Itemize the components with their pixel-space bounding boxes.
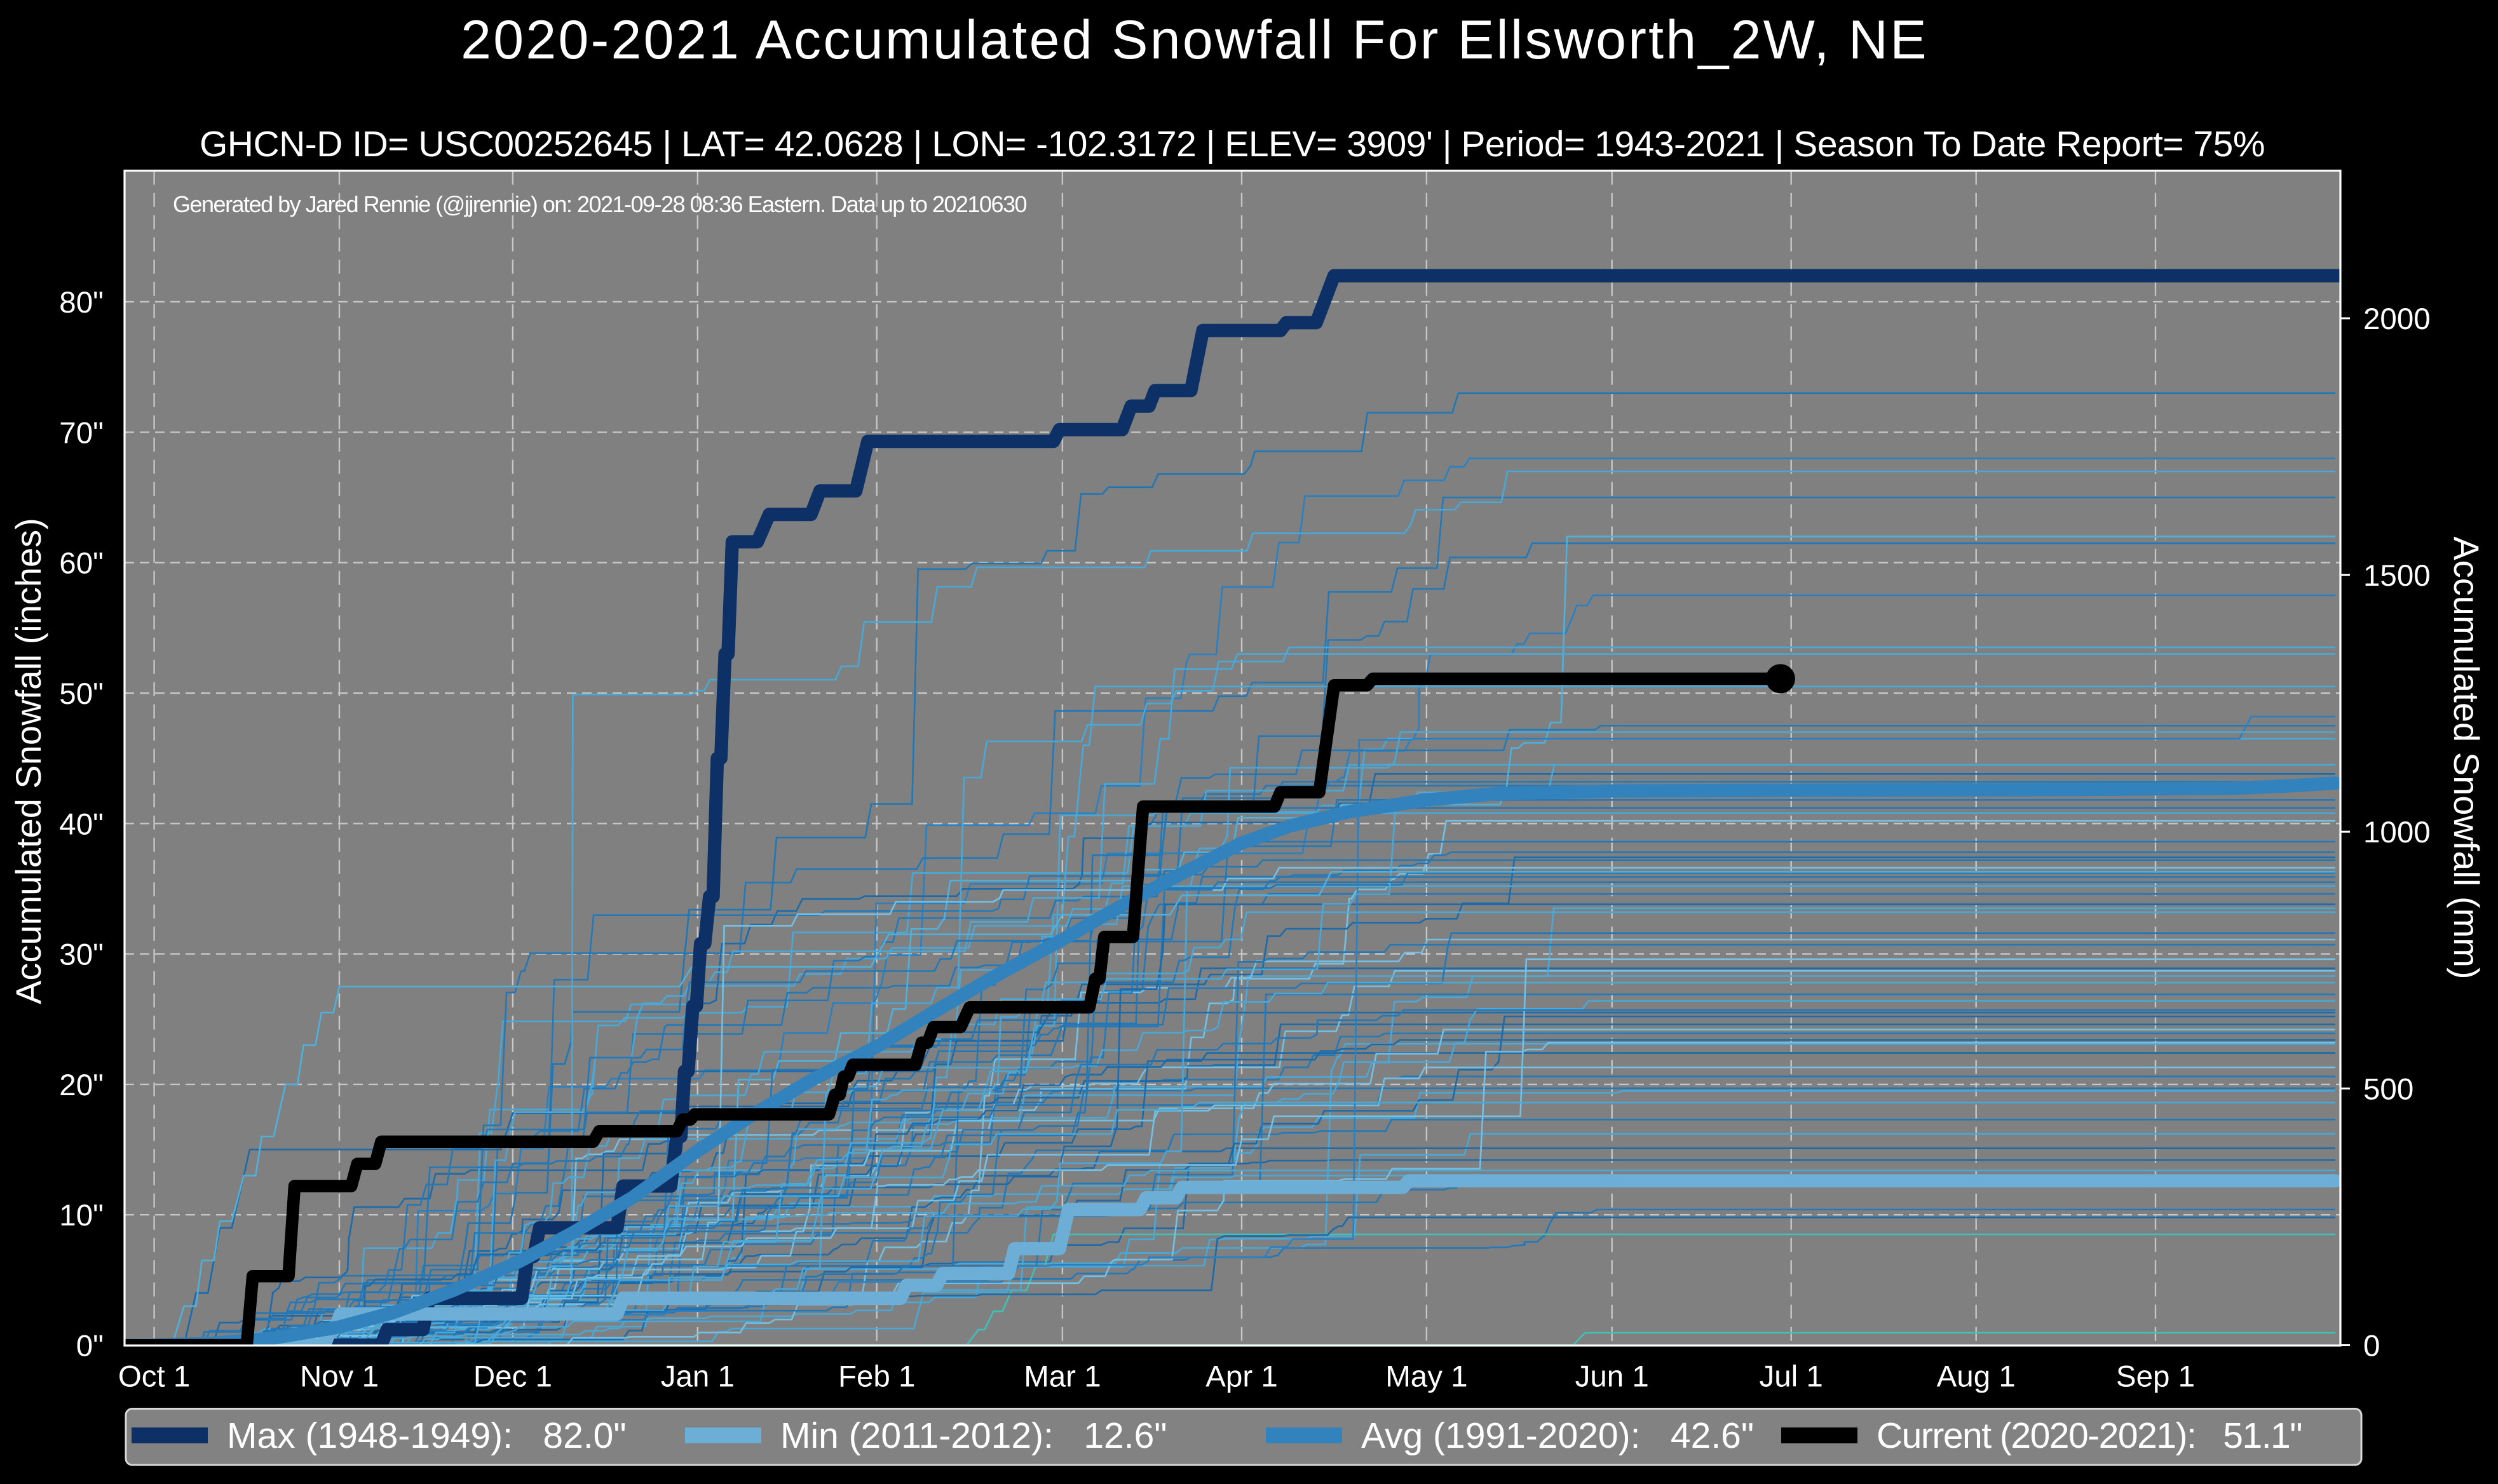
svg-text:1000: 1000 [2363, 816, 2431, 849]
svg-text:May 1: May 1 [1385, 1360, 1467, 1394]
svg-text:Avg (1991-2020): 42.6": Avg (1991-2020): 42.6" [1361, 1415, 1754, 1456]
svg-text:500: 500 [2363, 1072, 2413, 1106]
svg-text:Feb 1: Feb 1 [838, 1360, 915, 1394]
svg-text:Current (2020-2021): 51.1": Current (2020-2021): 51.1" [1877, 1415, 2302, 1456]
svg-text:Jan 1: Jan 1 [661, 1360, 735, 1394]
svg-text:80": 80" [59, 286, 104, 320]
svg-text:GHCN-D ID= USC00252645 | LAT=: GHCN-D ID= USC00252645 | LAT= 42.0628 | … [200, 124, 2265, 165]
svg-text:Sep 1: Sep 1 [2116, 1360, 2195, 1394]
svg-text:Aug 1: Aug 1 [1937, 1360, 2016, 1394]
svg-text:2000: 2000 [2363, 302, 2431, 336]
svg-text:Accumulated Snowfall (mm): Accumulated Snowfall (mm) [2447, 536, 2487, 979]
svg-text:Apr 1: Apr 1 [1205, 1360, 1278, 1394]
svg-text:0: 0 [2363, 1330, 2380, 1363]
svg-text:Oct 1: Oct 1 [118, 1360, 191, 1394]
svg-text:Accumulated Snowfall (inches): Accumulated Snowfall (inches) [8, 518, 48, 1004]
svg-text:Min (2011-2012): 12.6": Min (2011-2012): 12.6" [780, 1415, 1167, 1456]
svg-text:1500: 1500 [2363, 559, 2431, 593]
svg-text:Jul 1: Jul 1 [1760, 1360, 1823, 1394]
svg-text:70": 70" [59, 416, 104, 450]
svg-text:50": 50" [59, 677, 104, 711]
svg-text:Max (1948-1949): 82.0": Max (1948-1949): 82.0" [227, 1415, 627, 1456]
svg-text:2020-2021 Accumulated Snowfall: 2020-2021 Accumulated Snowfall For Ellsw… [461, 10, 1929, 71]
svg-text:Mar 1: Mar 1 [1024, 1360, 1101, 1394]
svg-text:10": 10" [59, 1199, 104, 1232]
svg-text:Jun 1: Jun 1 [1575, 1360, 1649, 1394]
svg-text:40": 40" [59, 807, 104, 841]
svg-text:Generated by Jared Rennie (@jj: Generated by Jared Rennie (@jjrennie) on… [173, 191, 1027, 217]
svg-text:20": 20" [59, 1069, 104, 1102]
svg-text:Dec 1: Dec 1 [473, 1360, 552, 1394]
svg-text:60": 60" [59, 547, 104, 581]
svg-text:0": 0" [76, 1330, 104, 1363]
svg-text:Nov 1: Nov 1 [300, 1360, 379, 1394]
svg-text:30": 30" [59, 938, 104, 972]
